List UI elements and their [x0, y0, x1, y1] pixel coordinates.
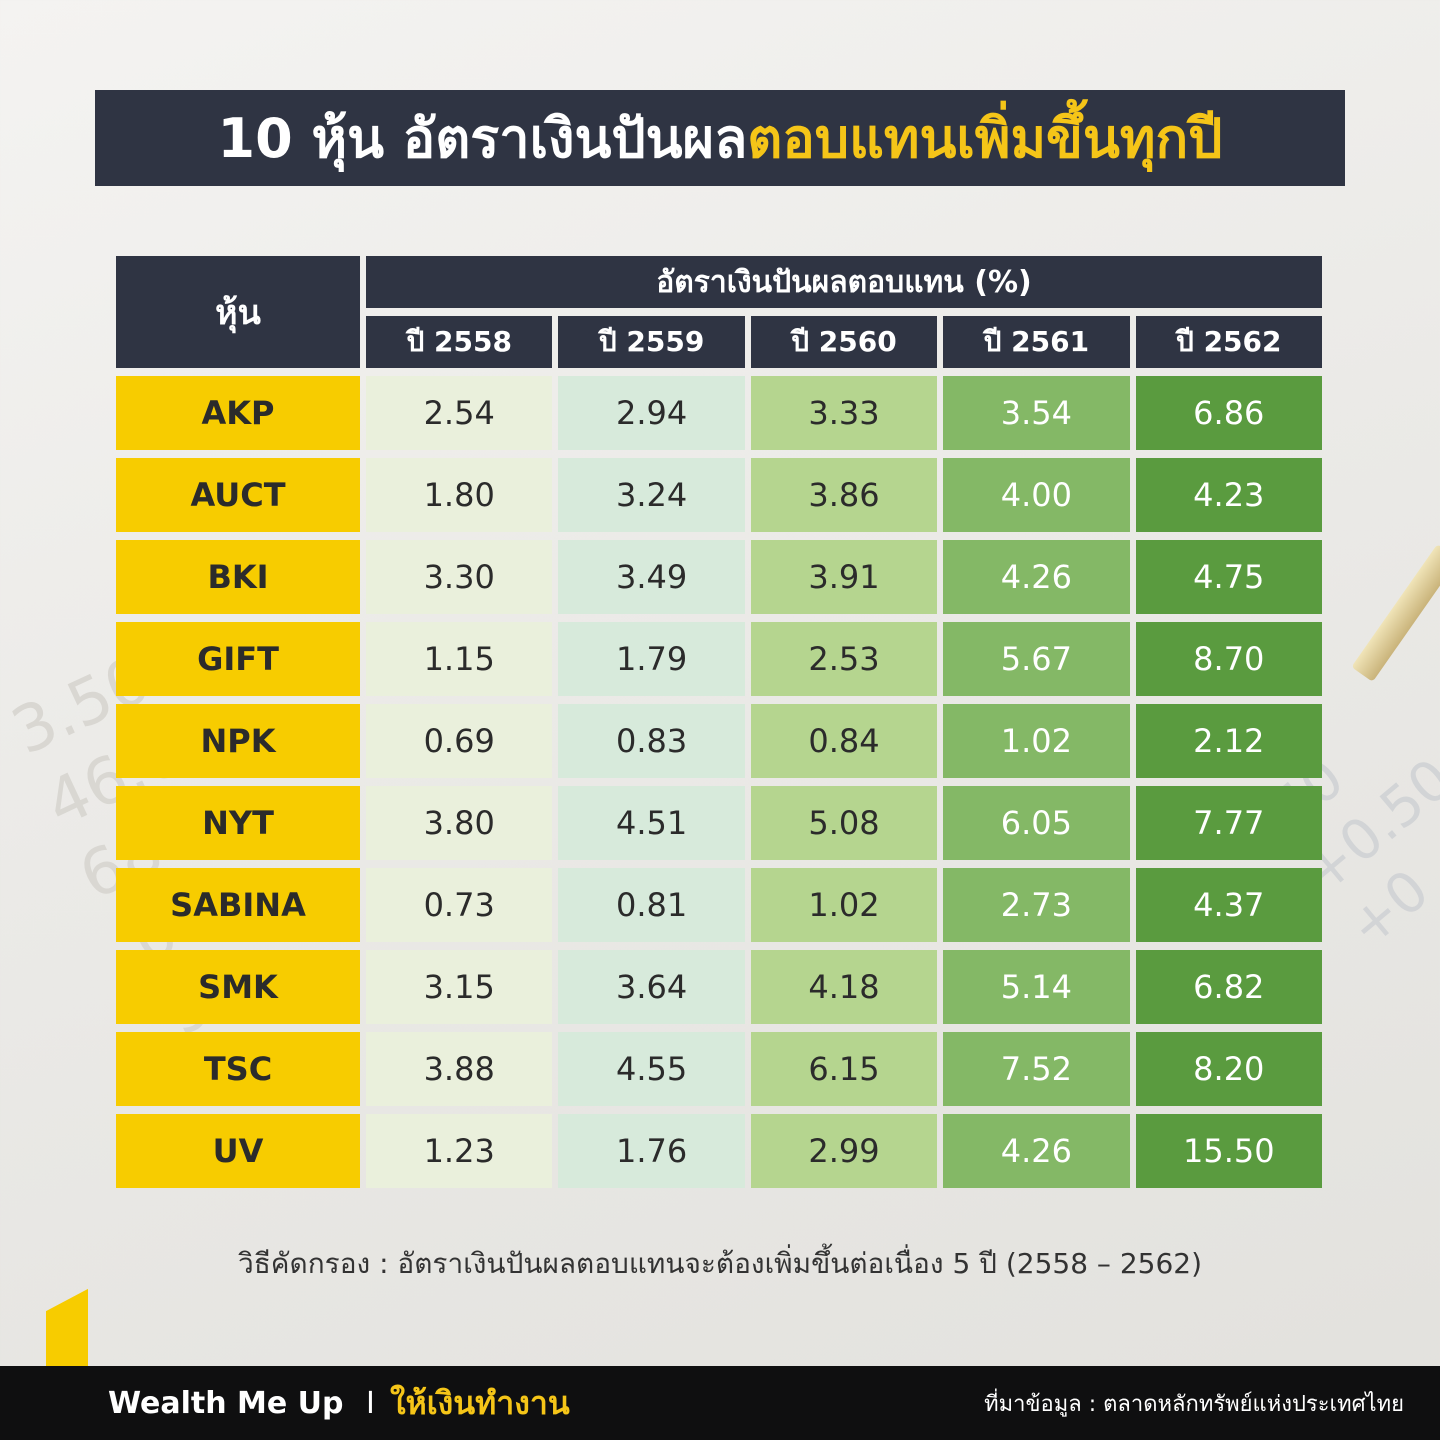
yield-value: 4.26 [943, 1114, 1130, 1188]
stock-symbol: NYT [116, 786, 360, 860]
stock-symbol: BKI [116, 540, 360, 614]
yield-value: 3.91 [750, 540, 938, 614]
yield-value: 2.99 [750, 1114, 938, 1188]
yield-value: 6.15 [750, 1032, 938, 1106]
yield-value: 1.15 [366, 622, 553, 696]
pen-decoration [1351, 544, 1440, 682]
yield-value: 3.86 [750, 458, 938, 532]
yield-value: 5.08 [750, 786, 938, 860]
yield-value: 8.20 [1135, 1032, 1322, 1106]
yield-value: 3.64 [558, 950, 745, 1024]
table-row: UV 1.23 1.76 2.99 4.26 15.50 [116, 1114, 1322, 1188]
yield-value: 2.53 [750, 622, 938, 696]
yield-value: 3.33 [750, 376, 938, 450]
yield-value: 4.26 [943, 540, 1130, 614]
stock-symbol: AKP [116, 376, 360, 450]
yield-value: 0.84 [750, 704, 938, 778]
yield-value: 3.54 [943, 376, 1130, 450]
yield-value: 2.73 [943, 868, 1130, 942]
year-header-2: ปี 2560 [750, 316, 938, 368]
dividend-table: หุ้น อัตราเงินปันผลตอบแทน (%) ปี 2558 ปี … [110, 248, 1328, 1196]
yield-value: 6.05 [943, 786, 1130, 860]
table-row: AUCT 1.80 3.24 3.86 4.00 4.23 [116, 458, 1322, 532]
table-row: SABINA 0.73 0.81 1.02 2.73 4.37 [116, 868, 1322, 942]
yield-value: 3.24 [558, 458, 745, 532]
year-header-1: ปี 2559 [558, 316, 745, 368]
yield-value: 3.49 [558, 540, 745, 614]
yield-value: 3.30 [366, 540, 553, 614]
table-row: NYT 3.80 4.51 5.08 6.05 7.77 [116, 786, 1322, 860]
yield-value: 0.83 [558, 704, 745, 778]
table-row: GIFT 1.15 1.79 2.53 5.67 8.70 [116, 622, 1322, 696]
yield-value: 3.15 [366, 950, 553, 1024]
stock-symbol: GIFT [116, 622, 360, 696]
yield-value: 0.73 [366, 868, 553, 942]
yield-value: 4.51 [558, 786, 745, 860]
yield-value: 7.52 [943, 1032, 1130, 1106]
table-row: TSC 3.88 4.55 6.15 7.52 8.20 [116, 1032, 1322, 1106]
dividend-yield-header: อัตราเงินปันผลตอบแทน (%) [366, 256, 1322, 308]
yield-value: 4.37 [1135, 868, 1322, 942]
screening-note: วิธีคัดกรอง : อัตราเงินปันผลตอบแทนจะต้อง… [237, 1247, 1203, 1280]
yield-value: 7.77 [1135, 786, 1322, 860]
yield-value: 0.69 [366, 704, 553, 778]
brand-tagline: ให้เงินทำงาน [390, 1383, 570, 1422]
table-row: BKI 3.30 3.49 3.91 4.26 4.75 [116, 540, 1322, 614]
yield-value: 6.82 [1135, 950, 1322, 1024]
yield-value: 1.02 [750, 868, 938, 942]
brand-separator: I [366, 1385, 375, 1421]
year-header-3: ปี 2561 [943, 316, 1130, 368]
stock-symbol: UV [116, 1114, 360, 1188]
yield-value: 1.23 [366, 1114, 553, 1188]
yield-value: 1.02 [943, 704, 1130, 778]
yield-value: 15.50 [1135, 1114, 1322, 1188]
yield-value: 4.18 [750, 950, 938, 1024]
yield-value: 3.88 [366, 1032, 553, 1106]
yield-value: 4.23 [1135, 458, 1322, 532]
yield-value: 6.86 [1135, 376, 1322, 450]
data-source: ที่มาข้อมูล : ตลาดหลักทรัพย์แห่งประเทศไท… [984, 1391, 1404, 1417]
yield-value: 2.94 [558, 376, 745, 450]
stock-symbol: SMK [116, 950, 360, 1024]
yield-value: 1.79 [558, 622, 745, 696]
yield-value: 1.80 [366, 458, 553, 532]
yield-value: 8.70 [1135, 622, 1322, 696]
year-header-4: ปี 2562 [1135, 316, 1322, 368]
table-body: AKP 2.54 2.94 3.33 3.54 6.86 AUCT 1.80 3.24 3.86 4… [116, 376, 1322, 1188]
stock-symbol: NPK [116, 704, 360, 778]
title-bar: 10 หุ้น อัตราเงินปันผล ตอบแทนเพิ่มขึ้นทุก… [95, 90, 1345, 186]
yield-value: 3.80 [366, 786, 553, 860]
yield-value: 5.67 [943, 622, 1130, 696]
table-row: AKP 2.54 2.94 3.33 3.54 6.86 [116, 376, 1322, 450]
table-row: SMK 3.15 3.64 4.18 5.14 6.82 [116, 950, 1322, 1024]
yield-value: 0.81 [558, 868, 745, 942]
stock-symbol: AUCT [116, 458, 360, 532]
yield-value: 5.14 [943, 950, 1130, 1024]
yield-value: 2.12 [1135, 704, 1322, 778]
year-header-0: ปี 2558 [366, 316, 553, 368]
yield-value: 1.76 [558, 1114, 745, 1188]
year-header-row: ปี 2558 ปี 2559 ปี 2560 ปี 2561 ปี 2562 [116, 316, 1322, 368]
stock-header: หุ้น [116, 256, 360, 368]
brand-name: Wealth Me Up [108, 1385, 344, 1421]
yield-value: 4.55 [558, 1032, 745, 1106]
table-row: NPK 0.69 0.83 0.84 1.02 2.12 [116, 704, 1322, 778]
stock-symbol: TSC [116, 1032, 360, 1106]
title-part1: 10 หุ้น อัตราเงินปันผล [217, 107, 748, 170]
title-part2-highlight: ตอบแทนเพิ่มขึ้นทุกปี [747, 107, 1223, 170]
stock-symbol: SABINA [116, 868, 360, 942]
yield-value: 2.54 [366, 376, 553, 450]
footer: Wealth Me Up I ให้เงินทำงาน ที่มาข้อมูล … [0, 1366, 1440, 1440]
yield-value: 4.00 [943, 458, 1130, 532]
yield-value: 4.75 [1135, 540, 1322, 614]
